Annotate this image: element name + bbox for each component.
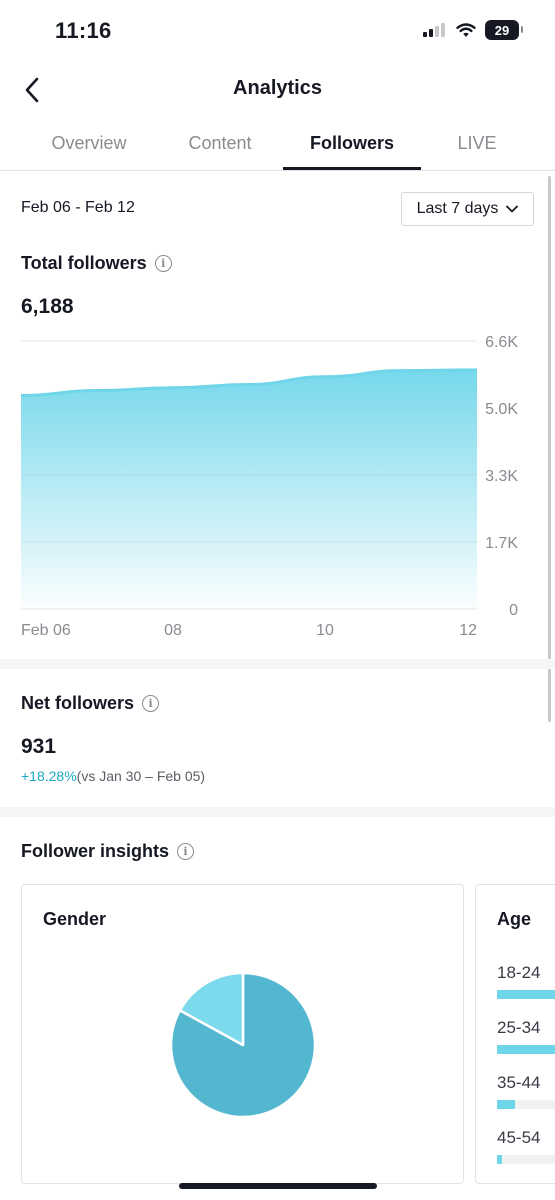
section-divider [0,807,555,817]
net-followers-title: Net followers [21,693,135,713]
age-row: 25-34 [497,1018,555,1054]
age-label: 35-44 [497,1073,541,1092]
tab-bar: Overview Content Followers LIVE [0,118,555,171]
x-tick-label: 08 [164,622,182,639]
total-followers-title: Total followers [21,253,147,273]
area-fill [21,369,477,609]
age-card-title: Age [497,909,532,929]
y-tick-label: 5.0K [485,401,518,418]
follower-insights-title: Follower insights [21,841,170,861]
gender-pie-slice[interactable] [178,971,245,1047]
net-followers-heading: Net followers i [21,693,160,714]
age-row: 45-54 [497,1128,555,1164]
age-label: 25-34 [497,1018,541,1037]
battery-icon: 29 [485,20,523,40]
net-followers-change: +18.28%(vs Jan 30 – Feb 05) [21,768,205,784]
chevron-down-icon [506,205,519,213]
change-reference-period: (vs Jan 30 – Feb 05) [76,768,206,784]
gender-card[interactable]: Gender [21,884,464,1184]
gender-pie-chart [169,971,317,1119]
age-label: 45-54 [497,1128,541,1147]
age-card[interactable]: Age 18-24 25-34 35-44 45-54 [475,884,555,1184]
total-followers-chart: 6.6K 5.0K 3.3K 1.7K 0 Feb 06 08 10 12 [20,334,518,639]
age-bar-fill [497,1100,515,1109]
back-button[interactable] [16,72,48,108]
age-bar-track [497,990,555,999]
area-line [20,368,478,398]
age-row: 35-44 [497,1073,555,1109]
gender-pie-slice[interactable] [169,971,317,1119]
y-tick-label: 0 [509,602,518,619]
net-followers-value: 931 [21,735,57,758]
nav-bar: Analytics [0,62,555,118]
age-bar-fill [497,1045,555,1054]
follower-insights-heading: Follower insights i [21,841,195,862]
age-bar-track [497,1155,555,1164]
info-icon[interactable]: i [154,255,172,272]
age-bar-fill [497,990,555,999]
home-indicator[interactable] [179,1183,377,1189]
x-tick-label: Feb 06 [21,622,71,639]
total-followers-value: 6,188 [21,295,74,318]
age-label: 18-24 [497,963,541,982]
status-bar: 11:16 29 [0,0,555,62]
y-tick-label: 3.3K [485,468,518,485]
battery-level: 29 [494,22,510,38]
tab-overview[interactable]: Overview [51,133,127,153]
cellular-signal-icon [423,23,445,37]
section-divider [0,659,555,669]
age-bar-fill [497,1155,502,1164]
gender-card-title: Gender [43,909,107,929]
tab-live[interactable]: LIVE [457,133,497,153]
age-bar-track [497,1100,555,1109]
period-dropdown[interactable]: Last 7 days [401,192,534,226]
tab-followers[interactable]: Followers [309,133,394,153]
total-followers-heading: Total followers i [21,253,172,274]
status-icons: 29 [423,20,523,40]
y-tick-label: 6.6K [485,334,518,351]
age-row: 18-24 [497,963,555,999]
date-range-label: Feb 06 - Feb 12 [21,199,135,216]
active-tab-indicator [283,167,421,170]
age-bar-track [497,1045,555,1054]
y-tick-label: 1.7K [485,535,518,552]
info-icon[interactable]: i [177,843,195,860]
x-tick-label: 10 [316,622,334,639]
tab-content[interactable]: Content [188,133,252,153]
wifi-icon [456,22,476,37]
change-percentage: +18.28% [21,768,77,784]
scrollbar[interactable] [548,176,551,722]
page-title: Analytics [233,77,322,99]
info-icon[interactable]: i [142,695,160,712]
chevron-left-icon [25,77,39,103]
period-dropdown-label: Last 7 days [416,200,499,217]
status-time: 11:16 [55,18,112,43]
x-tick-label: 12 [459,622,477,639]
